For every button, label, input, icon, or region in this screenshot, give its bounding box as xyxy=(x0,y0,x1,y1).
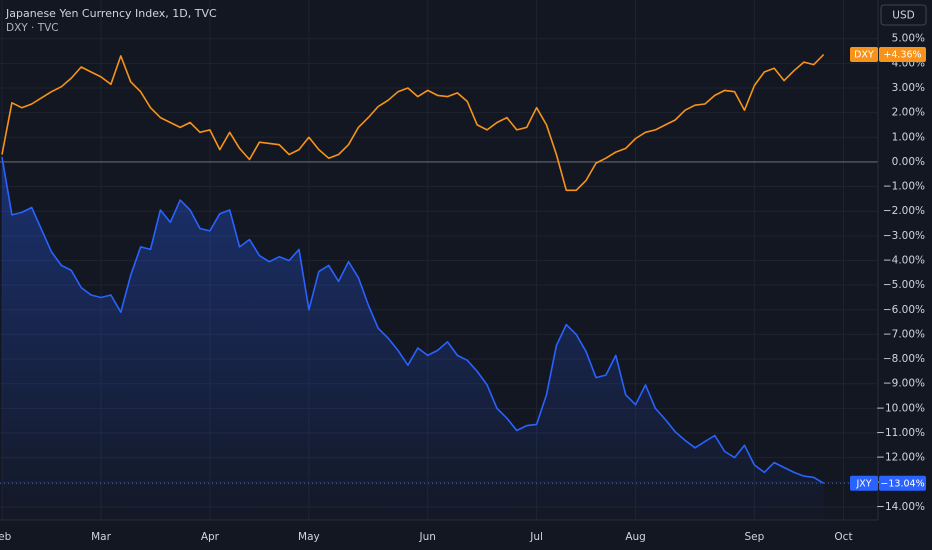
chart-subtitle: DXY · TVC xyxy=(6,22,59,34)
y-tick-label: 3.00% xyxy=(892,82,925,94)
series-name: JXY xyxy=(855,478,871,489)
value-label: −13.04% xyxy=(880,478,924,489)
x-tick-label: Oct xyxy=(834,531,852,543)
badges: DXY +4.36% JXY −13.04% xyxy=(850,46,926,491)
y-tick-label: −8.00% xyxy=(883,353,925,365)
y-tick-label: −5.00% xyxy=(883,279,925,291)
y-tick-label: −9.00% xyxy=(883,378,925,390)
y-tick-label: 1.00% xyxy=(892,131,925,143)
series-name-badge xyxy=(850,475,878,491)
chart-title: Japanese Yen Currency Index, 1D, TVC xyxy=(5,7,217,20)
series-line xyxy=(1,53,825,192)
y-tick-label: −2.00% xyxy=(883,205,925,217)
series-name: DXY xyxy=(854,49,874,60)
value-label: +4.36% xyxy=(883,49,921,60)
y-tick-label: 0.00% xyxy=(892,156,925,168)
series-name-badge xyxy=(850,46,878,62)
x-tick-label: Jul xyxy=(529,531,543,543)
y-tick-label: −12.00% xyxy=(876,452,925,464)
axes: 5.00%4.00%3.00%2.00%1.00%0.00%−1.00%−2.0… xyxy=(0,33,925,543)
x-tick-label: Apr xyxy=(201,531,220,543)
series-line xyxy=(1,156,825,484)
currency-label[interactable]: USD xyxy=(892,10,914,22)
x-tick-label: Jun xyxy=(418,531,435,543)
y-tick-label: −4.00% xyxy=(883,254,925,266)
y-tick-label: −6.00% xyxy=(883,304,925,316)
currency-button[interactable] xyxy=(880,4,927,26)
x-tick-label: May xyxy=(298,531,320,543)
plot xyxy=(0,53,878,520)
y-tick-label: −7.00% xyxy=(883,328,925,340)
y-tick-label: −3.00% xyxy=(883,230,925,242)
x-tick-label: Mar xyxy=(91,531,111,543)
x-tick-label: Aug xyxy=(625,531,646,543)
value-badge xyxy=(879,46,926,62)
y-tick-label: −14.00% xyxy=(876,501,925,513)
area-fill xyxy=(2,157,824,520)
x-tick-label: Feb xyxy=(0,531,12,543)
y-tick-label: −10.00% xyxy=(876,402,925,414)
value-badge xyxy=(879,475,926,491)
y-tick-label: 2.00% xyxy=(892,107,925,119)
x-tick-label: Sep xyxy=(745,531,765,543)
y-tick-label: −1.00% xyxy=(883,181,925,193)
y-tick-label: −11.00% xyxy=(876,427,925,439)
y-tick-label: 5.00% xyxy=(892,33,925,45)
